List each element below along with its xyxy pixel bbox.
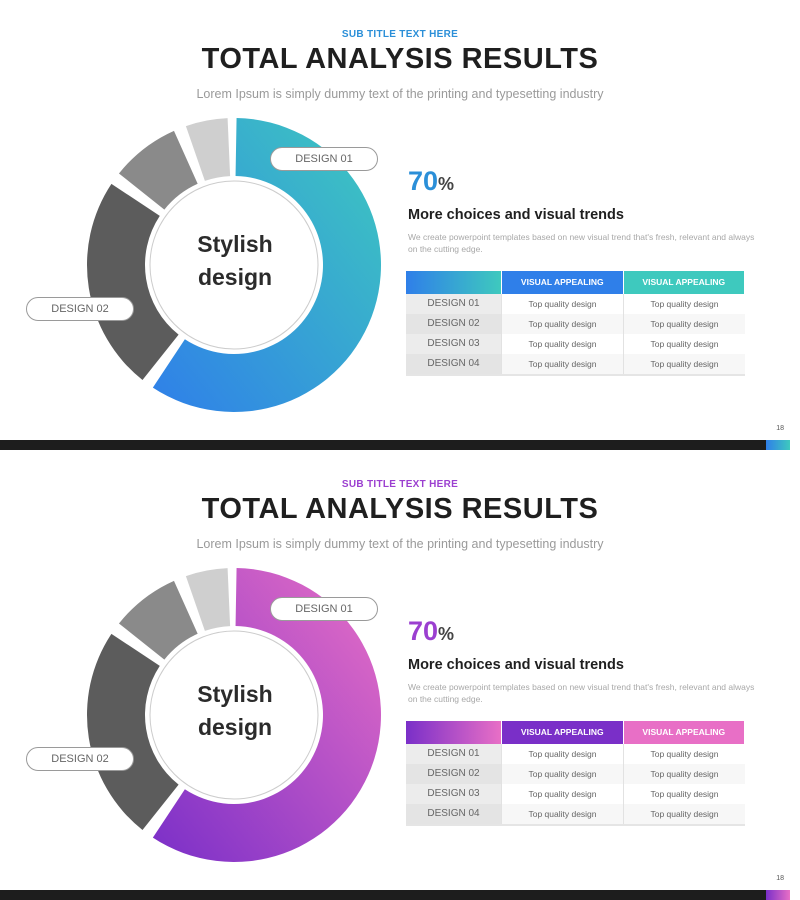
table-header-cell: VISUAL APPEALING bbox=[502, 721, 624, 744]
table-row-label: DESIGN 04 bbox=[406, 804, 502, 824]
donut-segment bbox=[152, 568, 381, 862]
footer-bar bbox=[0, 890, 766, 900]
page-number: 18 bbox=[776, 875, 784, 882]
footer-bar bbox=[0, 440, 766, 450]
slide-1: SUB TITLE TEXT HERE TOTAL ANALYSIS RESUL… bbox=[0, 29, 790, 450]
donut-segment bbox=[118, 130, 198, 210]
table-row: DESIGN 01 Top quality design Top quality… bbox=[406, 294, 745, 314]
center-line-1: Stylish bbox=[197, 681, 273, 707]
table-row-label: DESIGN 01 bbox=[406, 294, 502, 314]
donut-segment bbox=[87, 183, 179, 381]
table-cell: Top quality design bbox=[650, 299, 719, 309]
table-row: DESIGN 02 Top quality design Top quality… bbox=[406, 764, 745, 784]
table-cell: Top quality design bbox=[502, 784, 624, 804]
table-row: DESIGN 03 Top quality design Top quality… bbox=[406, 784, 745, 804]
table-row: DESIGN 02 Top quality design Top quality… bbox=[406, 314, 745, 334]
percent-stat: 70% bbox=[408, 166, 454, 197]
design-01-callout: DESIGN 01 bbox=[270, 597, 378, 621]
table-cell: Top quality design bbox=[502, 354, 624, 374]
table-cell: Top quality design bbox=[650, 789, 719, 799]
stat-heading: More choices and visual trends bbox=[408, 657, 624, 673]
donut-center-label: Stylish design bbox=[160, 228, 310, 294]
table-cell: Top quality design bbox=[624, 804, 745, 824]
comparison-table: VISUAL APPEALING VISUAL APPEALING DESIGN… bbox=[406, 271, 745, 376]
slide-subtitle: SUB TITLE TEXT HERE bbox=[341, 479, 459, 490]
table-cell: Top quality design bbox=[502, 764, 624, 784]
slide-title: TOTAL ANALYSIS RESULTS bbox=[201, 493, 599, 525]
table-cell: Top quality design bbox=[650, 339, 719, 349]
table-row-label: DESIGN 02 bbox=[406, 314, 502, 334]
table-header-cell: VISUAL APPEALING bbox=[623, 271, 745, 294]
table-header-cell bbox=[406, 271, 502, 294]
design-02-callout: DESIGN 02 bbox=[26, 297, 134, 321]
design-02-callout: DESIGN 02 bbox=[26, 747, 134, 771]
table-cell: Top quality design bbox=[502, 334, 624, 354]
stat-heading: More choices and visual trends bbox=[408, 207, 624, 223]
design-01-callout: DESIGN 01 bbox=[270, 147, 378, 171]
table-row-label: DESIGN 01 bbox=[406, 744, 502, 764]
table-cell: Top quality design bbox=[624, 764, 745, 784]
table-cell: Top quality design bbox=[502, 804, 624, 824]
center-line-1: Stylish bbox=[197, 231, 273, 257]
table-row: DESIGN 04 Top quality design Top quality… bbox=[406, 804, 745, 824]
table-row: DESIGN 01 Top quality design Top quality… bbox=[406, 744, 745, 764]
donut-segment bbox=[185, 568, 231, 631]
table-row-label: DESIGN 03 bbox=[406, 784, 502, 804]
slide-lead-text: Lorem Ipsum is simply dummy text of the … bbox=[196, 87, 604, 101]
table-row: DESIGN 04 Top quality design Top quality… bbox=[406, 354, 745, 374]
footer-accent bbox=[766, 890, 790, 900]
table-row-label: DESIGN 02 bbox=[406, 764, 502, 784]
donut-segment bbox=[118, 580, 198, 660]
slide-lead-text: Lorem Ipsum is simply dummy text of the … bbox=[196, 537, 604, 551]
table-cell: Top quality design bbox=[502, 314, 624, 334]
donut-inner-ring bbox=[149, 180, 319, 350]
stat-description: We create powerpoint templates based on … bbox=[408, 232, 755, 254]
table-cell: Top quality design bbox=[502, 744, 624, 764]
slide-subtitle: SUB TITLE TEXT HERE bbox=[341, 29, 459, 40]
table-header-row: VISUAL APPEALING VISUAL APPEALING bbox=[406, 271, 745, 294]
donut-chart bbox=[87, 118, 381, 412]
footer-accent bbox=[766, 440, 790, 450]
table-row-label: DESIGN 04 bbox=[406, 354, 502, 374]
percent-sign: % bbox=[438, 174, 455, 194]
table-cell: Top quality design bbox=[624, 314, 745, 334]
slide-title: TOTAL ANALYSIS RESULTS bbox=[201, 43, 599, 75]
stat-description: We create powerpoint templates based on … bbox=[408, 682, 755, 704]
table-header-cell: VISUAL APPEALING bbox=[502, 271, 624, 294]
donut-segment bbox=[185, 118, 231, 181]
percent-value: 70 bbox=[408, 166, 439, 196]
percent-sign: % bbox=[438, 624, 455, 644]
donut-segment bbox=[152, 118, 381, 412]
table-cell: Top quality design bbox=[502, 294, 624, 314]
page-number: 18 bbox=[776, 425, 784, 432]
center-line-2: design bbox=[197, 264, 273, 290]
donut-segment bbox=[87, 633, 179, 831]
table-cell: Top quality design bbox=[650, 749, 719, 759]
table-header-cell: VISUAL APPEALING bbox=[623, 721, 745, 744]
donut-center-label: Stylish design bbox=[160, 678, 310, 744]
comparison-table: VISUAL APPEALING VISUAL APPEALING DESIGN… bbox=[406, 721, 745, 826]
table-row-label: DESIGN 03 bbox=[406, 334, 502, 354]
table-header-cell bbox=[406, 721, 502, 744]
slide-2: SUB TITLE TEXT HERE TOTAL ANALYSIS RESUL… bbox=[0, 450, 800, 900]
table-row: DESIGN 03 Top quality design Top quality… bbox=[406, 334, 745, 354]
donut-chart bbox=[87, 568, 381, 862]
center-line-2: design bbox=[197, 714, 273, 740]
table-header-row: VISUAL APPEALING VISUAL APPEALING bbox=[406, 721, 745, 744]
donut-inner-ring bbox=[149, 630, 319, 800]
percent-stat: 70% bbox=[408, 616, 454, 647]
percent-value: 70 bbox=[408, 616, 439, 646]
table-cell: Top quality design bbox=[624, 354, 745, 374]
